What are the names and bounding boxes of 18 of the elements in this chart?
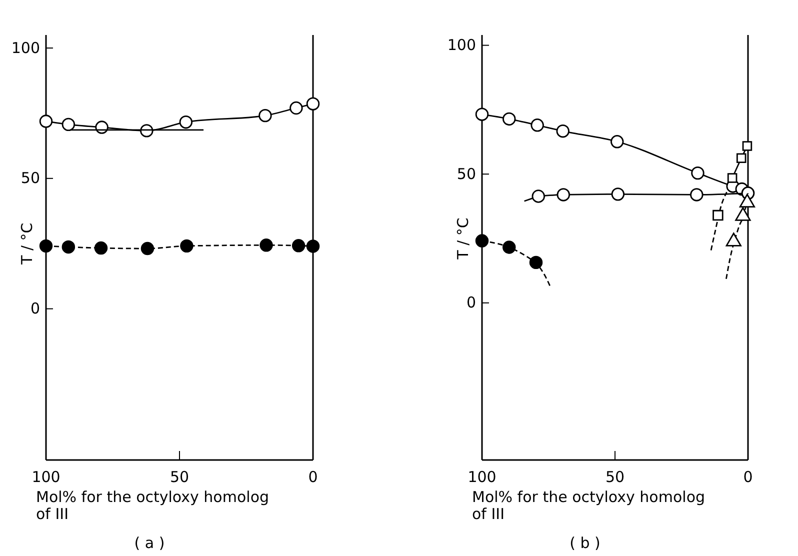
x-tick-label: 100 — [32, 468, 60, 486]
x-axis-title: Mol% for the octyloxy homolog of III — [36, 488, 270, 523]
y-tick-label: 50 — [456, 164, 476, 183]
y-tick-label: 100 — [11, 38, 40, 57]
y-tick-label: 50 — [20, 169, 40, 188]
x-tick-label: 50 — [170, 468, 190, 486]
x-tick-label: 50 — [605, 468, 625, 486]
x-tick-label: 0 — [743, 468, 753, 486]
y-axis-title: T / °C — [454, 218, 472, 260]
y-tick-label: 0 — [466, 294, 476, 312]
y-tick-label: 0 — [30, 300, 40, 318]
x-axis-title: Mol% for the octyloxy homolog of III — [472, 488, 706, 523]
x-tick-label: 100 — [468, 468, 496, 486]
text: ( b ) — [570, 534, 600, 552]
y-axis-title: T / °C — [18, 222, 36, 266]
x-tick-label: 0 — [308, 468, 318, 486]
y-tick-label: 100 — [447, 36, 476, 54]
text: ( a ) — [134, 534, 165, 552]
